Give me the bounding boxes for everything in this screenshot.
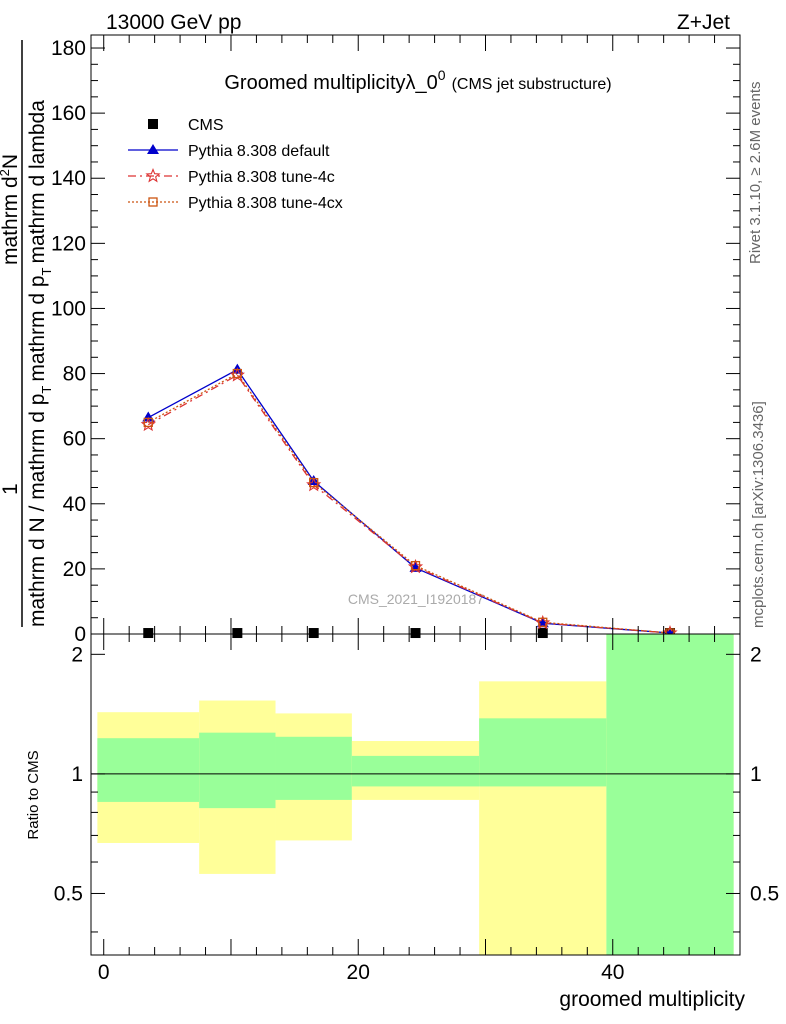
y-tick-label: 180 — [51, 37, 86, 60]
legend-label: Pythia 8.308 default — [188, 143, 330, 160]
ratio-y-tick-label-right: 2 — [750, 643, 762, 666]
y-tick-label: 140 — [51, 167, 86, 190]
x-tick-label: 40 — [601, 961, 624, 984]
y-tick-label: 100 — [51, 297, 86, 320]
data-point — [309, 477, 319, 488]
main-series — [140, 363, 678, 640]
ratio-band-inner — [606, 634, 734, 955]
x-tick-label: 0 — [98, 961, 110, 984]
data-point — [143, 628, 154, 639]
data-point — [143, 417, 153, 428]
data-point — [538, 617, 548, 627]
y-tick-label: 80 — [63, 363, 86, 386]
plot-title: Groomed multiplicityλ_00 (CMS jet substru… — [224, 67, 611, 94]
ratio-panel: 0.5 0.5 1 1 2 2 0 20 40 Ratio to CMS groomed mu… — [25, 35, 779, 1011]
y-label-denominator-1: mathrm d N / mathrm d pTmathrm d pTmathr… — [26, 100, 54, 627]
data-point — [232, 368, 242, 379]
x-tick-label: 20 — [347, 961, 370, 984]
watermark: CMS_2021_I1920187 — [348, 591, 484, 607]
ratio-y-tick-label: 2 — [71, 643, 83, 666]
ratio-band-inner — [351, 755, 480, 787]
y-tick-label: 60 — [63, 428, 86, 451]
ratio-y-tick-label: 1 — [71, 763, 83, 786]
legend-label: Pythia 8.308 tune-4cx — [188, 195, 343, 212]
ratio-bands — [97, 634, 734, 955]
legend-marker — [145, 167, 161, 183]
y-tick-label: 0 — [74, 623, 86, 646]
legend-label: Pythia 8.308 tune-4c — [188, 169, 335, 186]
main-y-axis: 0 20 40 60 80 100 120 140 160 180 — [51, 37, 740, 646]
ratio-band-inner — [275, 736, 352, 800]
mcplots-label: mcplots.cern.ch [arXiv:1306.3436] — [750, 401, 767, 628]
data-point — [232, 628, 243, 639]
data-point — [308, 628, 319, 639]
ratio-plot-frame — [90, 633, 741, 956]
data-point — [410, 560, 421, 571]
ratio-band-inner — [199, 732, 276, 809]
legend-marker — [148, 119, 158, 129]
data-point — [140, 416, 156, 432]
main-y-label: 1 mathrm d2N mathrm d N / mathrm d pTmat… — [0, 40, 54, 627]
y-label-numerator-2: mathrm d2N — [0, 154, 22, 265]
header-right-label: Z+Jet — [677, 11, 730, 34]
y-tick-label: 20 — [63, 558, 86, 581]
data-point — [410, 628, 421, 639]
plot-title-main: Groomed multiplicityλ_0 — [224, 72, 437, 94]
y-tick-label: 120 — [51, 232, 86, 255]
data-point — [306, 476, 322, 492]
rivet-label: Rivet 3.1.10, ≥ 2.6M events — [747, 82, 764, 265]
legend-label: CMS — [188, 117, 224, 134]
ratio-y-tick-label-right: 0.5 — [750, 882, 779, 905]
ratio-y-tick-label-right: 1 — [750, 763, 762, 786]
series-line — [147, 372, 671, 634]
header-left-label: 13000 GeV pp — [106, 11, 241, 34]
y-tick-label: 40 — [63, 493, 86, 516]
ratio-y-label: Ratio to CMS — [25, 750, 42, 839]
y-label-numerator-1: 1 — [0, 483, 22, 495]
ratio-y-tick-label: 0.5 — [54, 882, 83, 905]
ratio-band-inner — [97, 738, 200, 802]
main-panel: 0 20 40 60 80 100 120 140 160 180 CMS_2021_I19201… — [0, 34, 741, 646]
plot-title-sup: 0 — [438, 67, 446, 83]
legend: CMS Pythia 8.308 default Pythia 8.308 tune… — [128, 117, 343, 212]
y-tick-label: 160 — [51, 102, 86, 125]
ratio-band-inner — [479, 718, 607, 787]
legend-marker — [147, 144, 159, 154]
ratio-y-axis: 0.5 0.5 1 1 2 2 — [54, 643, 779, 933]
legend-marker — [148, 197, 158, 207]
x-axis: 0 20 40 — [98, 35, 741, 984]
plot-title-sub: (CMS jet substructure) — [452, 76, 612, 93]
data-point — [537, 628, 548, 639]
x-axis-label: groomed multiplicity — [559, 988, 745, 1011]
series-line — [147, 374, 671, 634]
